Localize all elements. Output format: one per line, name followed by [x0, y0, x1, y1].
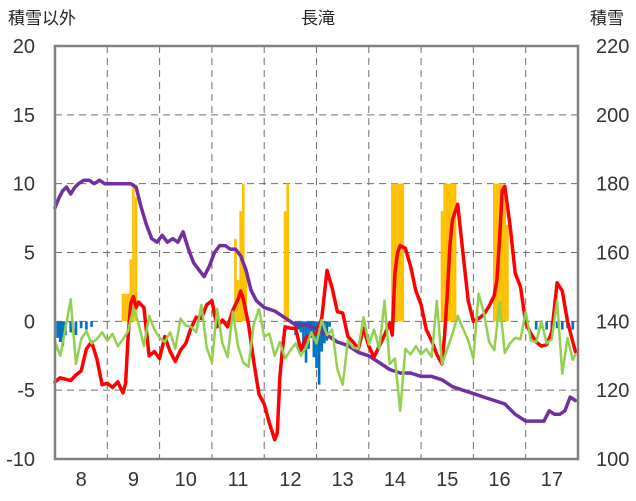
plot-frame — [53, 44, 580, 461]
bar — [58, 321, 62, 342]
bar — [299, 321, 303, 333]
bar — [571, 321, 575, 330]
bar — [69, 321, 72, 333]
bar — [495, 183, 499, 322]
chart-title: 長滝 — [301, 9, 335, 29]
bar — [132, 183, 135, 322]
right-tick-label: 220 — [596, 36, 629, 58]
bar — [534, 321, 538, 330]
bar — [325, 321, 329, 341]
bar — [283, 211, 287, 322]
bar — [309, 321, 313, 338]
left-tick-label: 10 — [13, 174, 35, 196]
bar — [445, 183, 449, 322]
bar — [401, 183, 405, 322]
x-tick-label: 17 — [541, 469, 563, 491]
bar — [79, 321, 83, 329]
bar — [241, 183, 245, 322]
x-tick-label: 8 — [76, 469, 87, 491]
bar — [61, 321, 65, 347]
bar — [328, 321, 331, 327]
x-tick-label: 10 — [175, 469, 197, 491]
bar — [244, 266, 248, 322]
right-tick-label: 160 — [596, 243, 629, 265]
bar — [234, 238, 237, 322]
bar — [545, 321, 548, 330]
series-line — [53, 178, 578, 423]
bar — [121, 293, 125, 322]
x-tick-label: 16 — [488, 469, 510, 491]
bar — [561, 321, 564, 330]
bar — [398, 183, 402, 322]
bar — [555, 321, 559, 329]
bar — [124, 293, 127, 322]
bar — [317, 321, 321, 385]
right-axis-ticks: 220 200 180 160 140 120 100 — [596, 36, 629, 471]
right-tick-label: 200 — [596, 105, 629, 127]
bar — [500, 183, 504, 322]
right-tick-label: 100 — [596, 449, 629, 471]
line-series — [53, 178, 578, 442]
left-tick-label: 0 — [24, 311, 35, 333]
bar — [134, 197, 138, 322]
bar — [286, 183, 290, 322]
bar — [506, 224, 509, 322]
bar — [451, 183, 454, 322]
bar — [320, 321, 324, 352]
bar — [129, 259, 133, 322]
bar — [503, 197, 507, 322]
bar — [302, 321, 305, 349]
bar — [493, 183, 496, 322]
series-line — [53, 184, 578, 442]
right-axis-label: 積雪 — [590, 9, 624, 29]
bar — [74, 321, 78, 336]
x-tick-label: 15 — [436, 469, 458, 491]
left-axis-label: 積雪以外 — [8, 9, 76, 29]
x-tick-label: 11 — [228, 469, 249, 491]
left-tick-label: 20 — [13, 36, 35, 58]
x-tick-label: 12 — [279, 469, 301, 491]
bar — [453, 183, 457, 322]
x-tick-label: 14 — [384, 469, 406, 491]
x-tick-label: 13 — [332, 469, 354, 491]
right-tick-label: 120 — [596, 380, 629, 402]
right-tick-label: 140 — [596, 311, 629, 333]
bar — [391, 183, 394, 322]
left-axis-ticks: 20 15 10 5 0 -5 -10 — [6, 36, 35, 471]
bar — [443, 183, 446, 322]
bar — [56, 321, 59, 338]
bar — [90, 321, 93, 327]
series-line — [53, 292, 577, 413]
bar — [239, 211, 242, 322]
bar — [315, 321, 318, 369]
left-tick-label: 15 — [13, 105, 35, 127]
bar — [440, 211, 444, 322]
left-tick-label: 5 — [24, 243, 35, 265]
bar — [393, 183, 397, 322]
x-tick-label: 9 — [128, 469, 139, 491]
bar — [126, 293, 130, 322]
left-tick-label: -5 — [17, 380, 35, 402]
bar — [85, 321, 88, 330]
right-tick-label: 180 — [596, 174, 629, 196]
left-tick-label: -10 — [6, 449, 35, 471]
x-axis-ticks: 8 9 10 11 12 13 14 15 16 17 — [76, 469, 563, 491]
